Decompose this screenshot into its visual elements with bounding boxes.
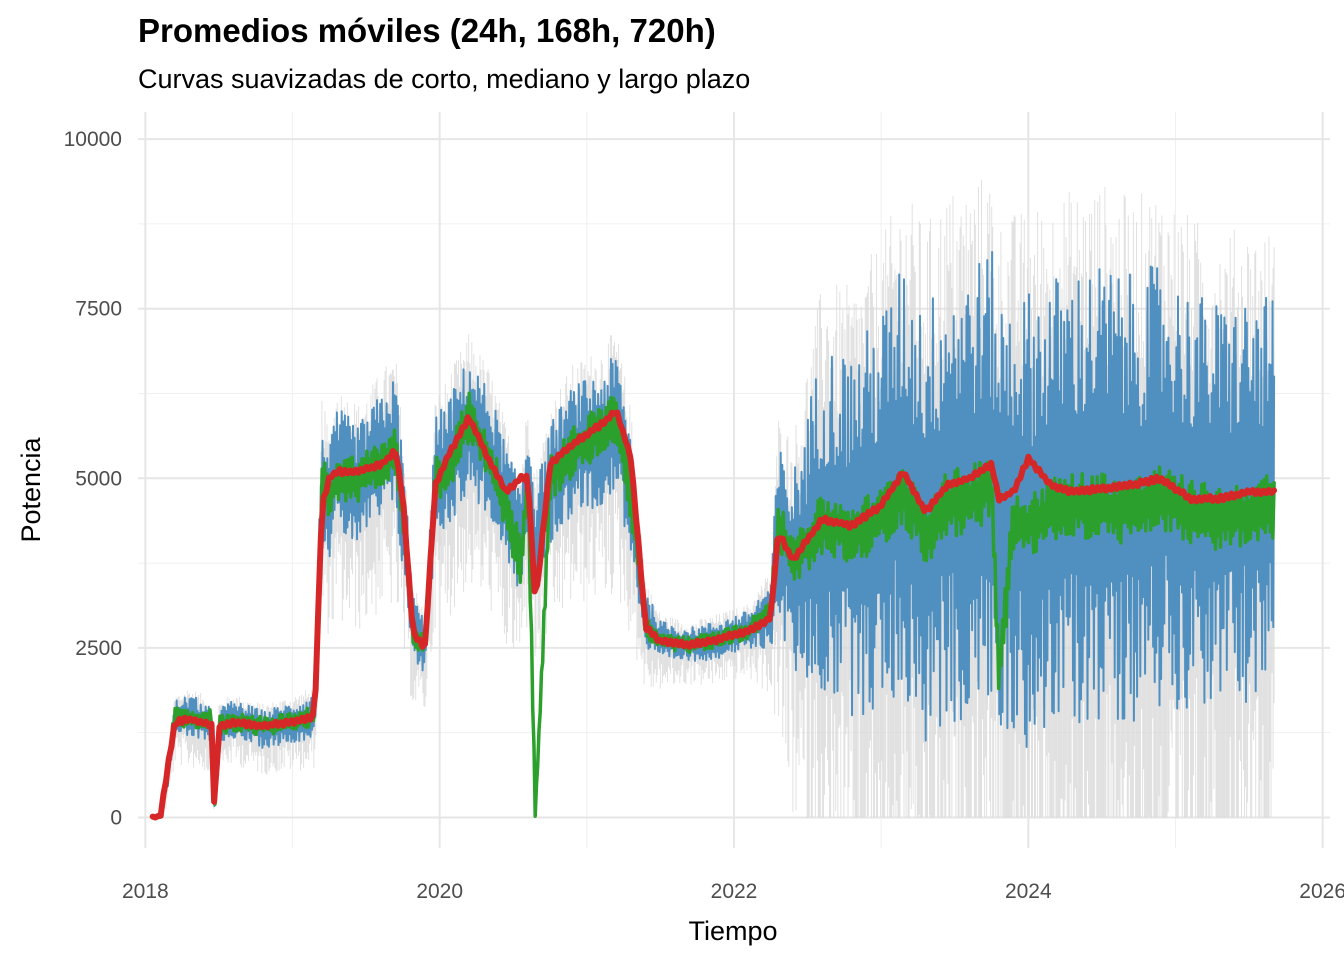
y-tick-label: 0: [110, 806, 122, 829]
chart-title: Promedios móviles (24h, 168h, 720h): [138, 12, 716, 49]
series-layer: [149, 179, 1278, 821]
y-tick-label: 10000: [64, 128, 122, 151]
y-tick-label: 7500: [75, 298, 122, 321]
x-tick-label: 2024: [1005, 880, 1052, 903]
y-tick-label: 2500: [75, 637, 122, 660]
x-axis-ticks: 2018 2020 2022 2024 2026: [122, 880, 1344, 903]
series-720h: [149, 409, 1278, 821]
x-tick-label: 2026: [1299, 880, 1344, 903]
y-tick-label: 5000: [75, 467, 122, 490]
x-tick-label: 2022: [711, 880, 758, 903]
x-tick-label: 2020: [416, 880, 463, 903]
chart-subtitle: Curvas suavizadas de corto, mediano y la…: [138, 64, 751, 94]
y-axis-title: Potencia: [16, 436, 46, 542]
x-axis-title: Tiempo: [688, 916, 777, 946]
x-tick-label: 2018: [122, 880, 169, 903]
y-axis-ticks: 0 2500 5000 7500 10000: [64, 128, 122, 829]
